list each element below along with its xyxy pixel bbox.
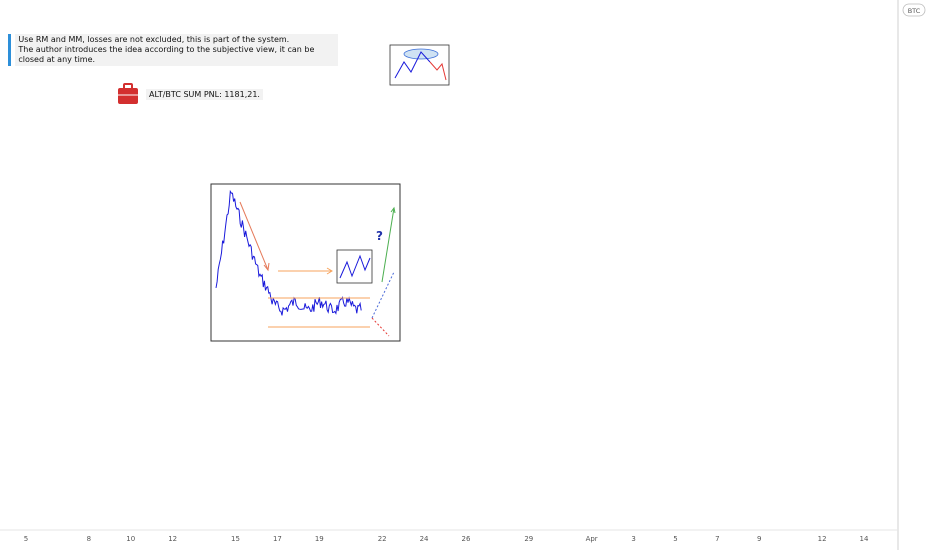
- x-tick-label: 12: [168, 535, 177, 543]
- briefcase-icon: [118, 83, 138, 104]
- author-notes: Use RM and MM, losses are not excluded, …: [8, 34, 338, 66]
- briefcase-body: [118, 88, 138, 104]
- mini-ellipse: [403, 48, 439, 60]
- x-tick-label: 14: [860, 535, 869, 543]
- pnl-label: ALT/BTC SUM PNL: 1181,21.: [146, 89, 263, 100]
- x-tick-label: 26: [461, 535, 470, 543]
- x-tick-label: 7: [715, 535, 719, 543]
- inset-down-arrow: [239, 201, 269, 271]
- inset-red-dashed-arrow: [371, 317, 390, 337]
- price-axis-bg: [898, 0, 932, 550]
- x-tick-label: 10: [126, 535, 135, 543]
- x-tick-label: Apr: [586, 535, 598, 543]
- inset-price-line: [215, 189, 362, 316]
- inset-green-arrow: [381, 207, 395, 283]
- x-tick-label: 3: [631, 535, 635, 543]
- x-tick-label: 5: [673, 535, 677, 543]
- x-tick-label: 17: [273, 535, 282, 543]
- inset-green-arrowhead: [390, 206, 396, 214]
- x-tick-label: 24: [420, 535, 429, 543]
- pattern-inset: ?: [210, 183, 401, 342]
- x-tick-label: 22: [378, 535, 387, 543]
- inset-question-mark: ?: [376, 229, 383, 243]
- mini-pattern-icon: [389, 44, 450, 86]
- currency-badge: [902, 3, 926, 17]
- x-tick-label: 19: [315, 535, 324, 543]
- mini-down-line: [429, 61, 447, 81]
- inset-right-arrowhead: [326, 267, 333, 275]
- inset-blue-dashed-arrow: [371, 271, 395, 319]
- x-tick-label: 9: [757, 535, 761, 543]
- x-tick-label: 8: [87, 535, 91, 543]
- time-axis: 5 8 10 12 15 17 19 22 24 26 29 Apr 3 5 7 9 12 14: [0, 529, 898, 543]
- briefcase-handle: [123, 83, 133, 90]
- note-line-1: Use RM and MM, losses are not excluded, …: [18, 35, 290, 44]
- note-line-2: The author introduces the idea according…: [18, 45, 315, 64]
- x-tick-label: 12: [818, 535, 827, 543]
- x-tick-label: 5: [24, 535, 28, 543]
- mini-up-line: [394, 51, 431, 79]
- price-axis: BTC0.840000.820000.800000.780000.760000.…: [897, 0, 932, 550]
- inset-pattern-line: [339, 254, 371, 279]
- x-tick-label: 15: [231, 535, 240, 543]
- note-marker: [8, 34, 12, 66]
- currency-label: BTC: [908, 7, 921, 15]
- inset-down-arrowhead: [263, 262, 270, 272]
- x-tick-label: 29: [524, 535, 533, 543]
